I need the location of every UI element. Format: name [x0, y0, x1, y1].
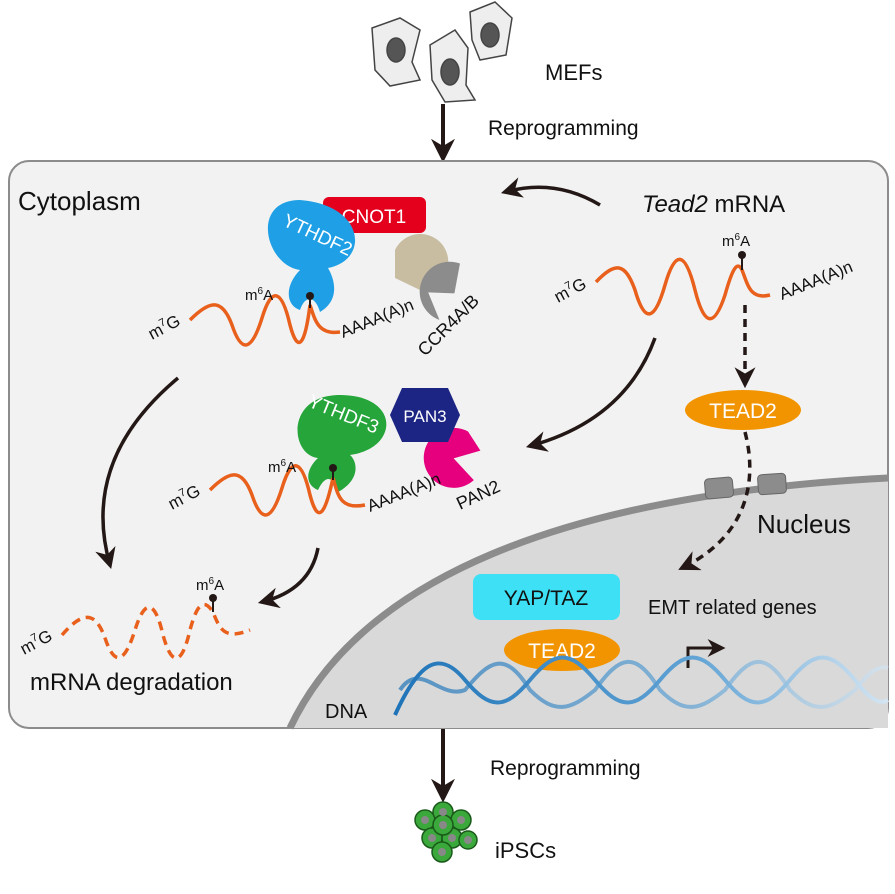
ipscs-label: iPSCs: [495, 838, 556, 863]
nuclear-membrane: [286, 474, 889, 730]
mrna-degradation-label: mRNA degradation: [30, 669, 233, 696]
reprogramming-label-1: Reprogramming: [488, 117, 639, 140]
cnot1-label: CNOT1: [342, 207, 406, 228]
tead2-mrna-title: Tead2 mRNA: [642, 191, 785, 218]
degradation-arrow-1: [95, 376, 180, 570]
yaptaz-protein: [473, 574, 620, 620]
dna-label: DNA: [325, 701, 368, 723]
svg-text:m7G: m7G: [16, 625, 55, 658]
degradation-arrow-2: [257, 547, 320, 609]
transcription-start-arrow: [686, 639, 726, 668]
tead2-protein-cytoplasm: [685, 390, 801, 430]
tead2-protein-nucleus: [504, 629, 620, 671]
pan3-label: PAN3: [403, 407, 446, 426]
nucleus-title: Nucleus: [757, 509, 851, 539]
svg-text:m7G: m7G: [550, 273, 589, 306]
reprogramming-label-2: Reprogramming: [490, 757, 641, 780]
tead2-nuclear-label: TEAD2: [528, 640, 596, 663]
emt-genes-label: EMT related genes: [648, 597, 817, 619]
dna-helix: [393, 655, 890, 716]
mefs-label: MEFs: [545, 60, 602, 85]
degraded-mrna: m7G m6A: [16, 576, 251, 660]
nuclear-import-arrow: [678, 431, 752, 571]
ipsc-colony-icon: [414, 801, 478, 863]
mef-cells-icon: [371, 1, 513, 103]
svg-text:m6A: m6A: [196, 576, 224, 594]
cytoplasm-title: Cytoplasm: [18, 186, 141, 216]
tead2-label: TEAD2: [709, 400, 777, 423]
yaptaz-label: YAP/TAZ: [504, 587, 589, 610]
nuclear-pore-icon: [704, 472, 787, 500]
svg-text:m6A: m6A: [245, 286, 273, 304]
svg-text:m7G: m7G: [164, 480, 203, 513]
svg-text:m6A: m6A: [722, 232, 750, 250]
decay-arrow-ythdf3: [525, 337, 657, 452]
svg-text:m6A: m6A: [268, 458, 296, 476]
decay-arrow-ythdf2: [500, 177, 601, 207]
